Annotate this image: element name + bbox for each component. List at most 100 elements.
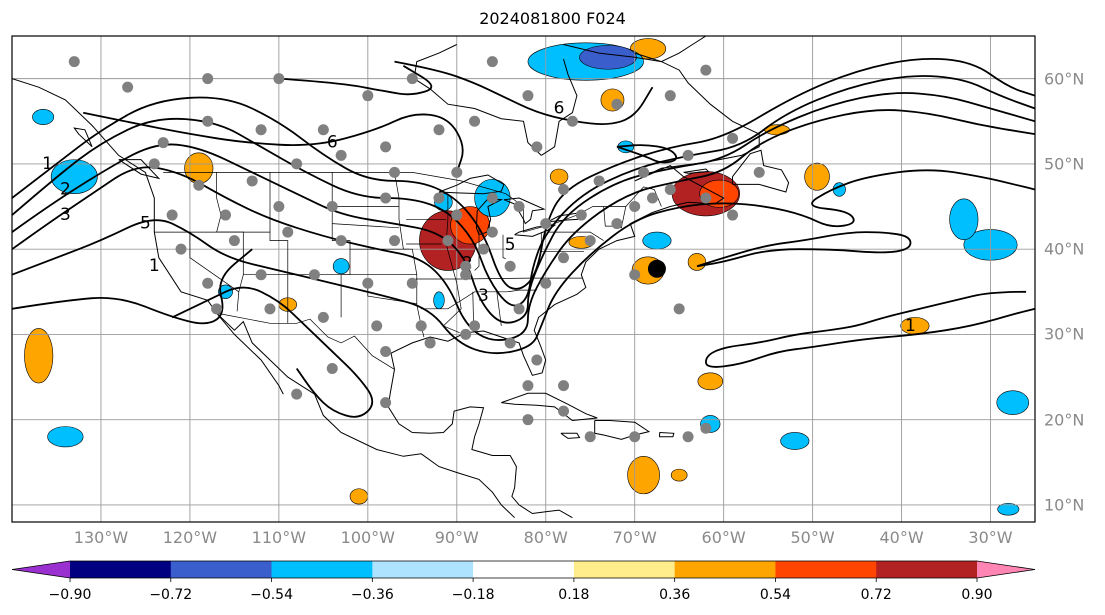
positive-anomaly-patch [804,162,830,191]
coastline [732,149,790,193]
station-dot [682,431,694,443]
contour-label: 1 [42,154,53,174]
graticule [12,36,1035,522]
station-dot [531,141,543,153]
coastline [503,197,546,225]
political-border [332,223,400,229]
station-dot [513,201,525,213]
map-panel: 12356123561 [12,36,1035,522]
longitude-tick-label: 120°W [162,528,218,547]
station-dot [282,226,294,238]
contour-line [12,57,1035,290]
longitude-tick-label: 40°W [879,528,924,547]
contour-line [616,144,678,164]
latitude-tick-label: 40°N [1044,239,1085,259]
station-dot [202,277,214,289]
colorbar-tick-label: 0.54 [759,587,792,603]
positive-anomaly-patch [627,456,660,495]
colorbar-tick-label: −0.36 [350,587,394,603]
latitude-tick-label: 50°N [1044,154,1085,174]
station-dot [504,337,516,349]
coastline [413,44,542,156]
station-dot [540,277,552,289]
station-dot [380,141,392,153]
map-frame [11,35,1036,523]
station-dot [326,363,338,375]
contour-line [12,248,253,325]
colorbar-segment [674,561,776,578]
station-dot [558,405,570,417]
longitude-tick-label: 100°W [340,528,395,547]
station-dot [308,269,320,281]
coastline [501,392,598,422]
longitude-tick-label: 70°W [612,528,657,547]
station-dot [273,201,285,213]
station-dot [291,158,303,170]
station-dot [362,90,374,102]
colorbar-segment [573,561,676,578]
station-dot [646,192,658,204]
coastline [387,369,573,519]
station-dot [477,243,489,255]
coastline [560,432,581,439]
station-dot [451,166,463,178]
station-dot [540,218,552,230]
colorbar-tick-label: −0.72 [149,587,193,603]
station-dot [682,149,694,161]
longitude-tick-label: 30°W [968,528,1013,547]
station-dot [424,337,436,349]
positive-anomaly-patch [184,152,214,184]
colorbar-segment [70,561,172,578]
positive-anomaly-patch [349,488,369,505]
positive-anomaly-patch [549,168,569,185]
station-dot [335,149,347,161]
station-dot [264,303,276,315]
station-dot [389,166,401,178]
station-dot [406,277,418,289]
longitude-tick-label: 130°W [73,528,129,547]
coastline [541,58,578,156]
negative-anomaly-patch [332,258,350,275]
station-dot [629,201,641,213]
storm-center-marker [647,259,666,278]
station-dot [700,64,712,76]
station-dot [219,209,231,221]
station-dot [504,260,516,272]
negative-anomaly-patch [780,432,810,450]
station-dot [700,192,712,204]
political-border [547,231,604,241]
longitude-tick-label: 50°W [790,528,835,547]
contour-line [12,169,1035,355]
station-dot [389,235,401,247]
longitude-tick-label: 110°W [251,528,307,547]
chart-title: 2024081800 F024 [479,9,626,28]
contour-label: 3 [60,205,71,225]
political-border [331,172,351,318]
station-dots [68,56,765,443]
contour-line [394,60,654,125]
station-dot [522,380,534,392]
station-dot [202,115,214,127]
longitude-tick-label: 90°W [434,528,479,547]
coastline [438,174,505,195]
station-dot [406,73,418,85]
coastline [73,127,93,148]
contour-line [704,290,1035,368]
contour-label: 6 [327,133,338,153]
colorbar-tick-label: 0.18 [558,587,590,603]
colorbar-tick-label: 0.72 [860,587,892,603]
positive-anomaly-patch [687,253,707,271]
colorbar-tick-label: −0.18 [451,587,495,603]
station-dot [566,115,578,127]
station-dot [68,56,80,68]
station-dot [753,166,765,178]
colorbar-segment [372,561,474,578]
latitude-tick-label: 20°N [1044,410,1085,430]
contour-label: 5 [505,235,516,255]
political-border [415,277,583,280]
station-dot [593,175,605,187]
coastline [514,224,557,237]
coastline [659,432,675,438]
station-dot [362,277,374,289]
station-dot [584,235,596,247]
